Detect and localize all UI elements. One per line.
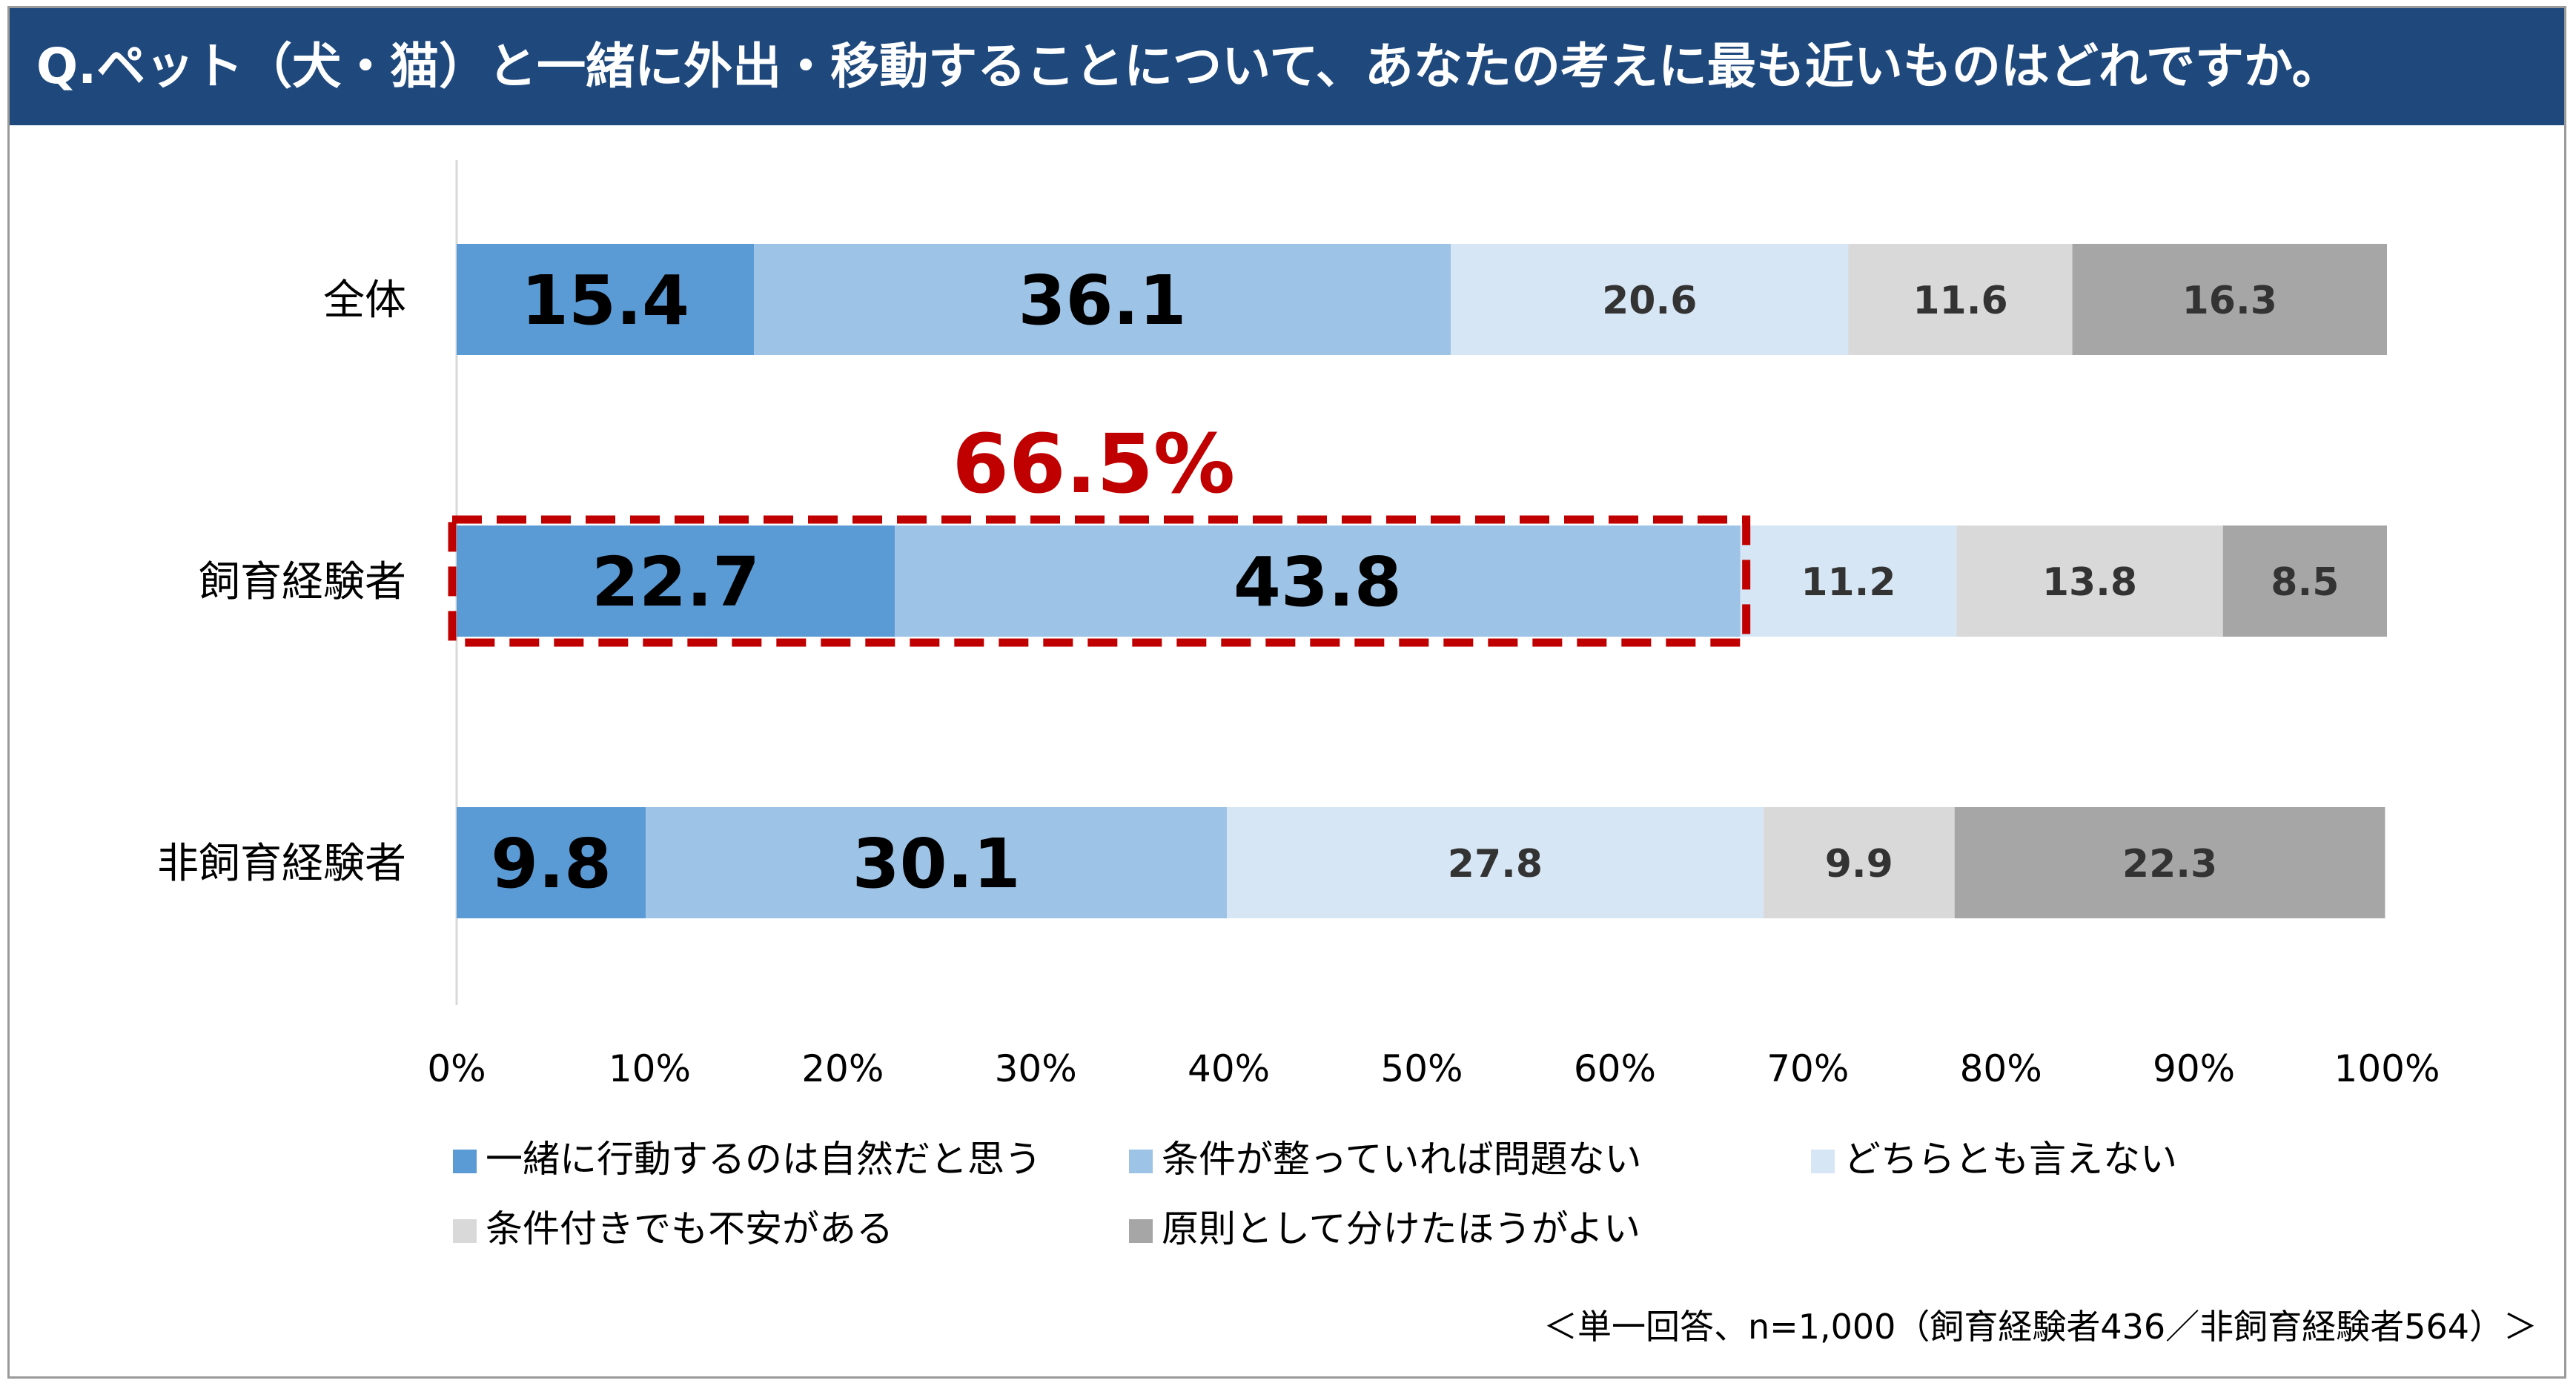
data-label: 22.7 bbox=[592, 543, 760, 622]
bar-segment bbox=[1451, 244, 1849, 355]
bar-segment bbox=[2072, 244, 2387, 355]
highlight-dashed-box bbox=[448, 515, 1751, 647]
bar-segment bbox=[2222, 525, 2387, 637]
legend-label: どちらとも言えない bbox=[1844, 1138, 2177, 1181]
x-tick-label: 80% bbox=[1960, 1047, 2042, 1090]
bar-segment bbox=[1763, 807, 1955, 918]
category-label: 非飼育経験者 bbox=[157, 840, 406, 888]
legend-swatch bbox=[453, 1150, 477, 1173]
category-label: 飼育経験者 bbox=[199, 558, 406, 606]
data-label: 22.3 bbox=[2122, 842, 2217, 886]
data-label: 9.8 bbox=[491, 824, 612, 903]
bar-segment bbox=[1740, 525, 1957, 637]
legend-label: 一緒に行動するのは自然だと思う bbox=[486, 1138, 1042, 1181]
bar-segment bbox=[1954, 807, 2385, 918]
bar-segment bbox=[457, 525, 895, 637]
x-tick-label: 50% bbox=[1380, 1047, 1463, 1090]
bar-segment bbox=[754, 244, 1451, 355]
data-label: 8.5 bbox=[2271, 560, 2339, 605]
legend-swatch bbox=[1811, 1150, 1835, 1173]
legend-swatch bbox=[1129, 1150, 1153, 1173]
bar-segment bbox=[895, 525, 1741, 637]
legend-label: 原則として分けたほうがよい bbox=[1162, 1207, 1640, 1250]
x-tick-label: 40% bbox=[1188, 1047, 1270, 1090]
x-tick-label: 0% bbox=[427, 1047, 486, 1090]
legend-label: 条件付きでも不安がある bbox=[486, 1207, 893, 1250]
data-label: 43.8 bbox=[1234, 543, 1402, 622]
x-tick-label: 100% bbox=[2334, 1047, 2440, 1090]
bar-segment bbox=[1956, 525, 2223, 637]
bar-segment bbox=[457, 244, 755, 355]
bar-segment bbox=[646, 807, 1227, 918]
question-title: Q.ペット（犬・猫）と一緒に外出・移動することについて、あなたの考えに最も近いも… bbox=[10, 8, 2564, 125]
x-tick-label: 70% bbox=[1767, 1047, 1849, 1090]
bar-segment bbox=[1848, 244, 2073, 355]
legend-swatch bbox=[1129, 1219, 1153, 1243]
sample-size-note: ＜単一回答、n=1,000（飼育経験者436／非飼育経験者564）＞ bbox=[1543, 1307, 2537, 1347]
data-label: 15.4 bbox=[521, 261, 689, 340]
data-label: 20.6 bbox=[1602, 279, 1697, 323]
stacked-bar-chart: 全体 15.4 36.1 20.6 11.6 16.3 飼育経験者 22.7 43.8 11.2 1… bbox=[157, 160, 2537, 1347]
x-tick-label: 60% bbox=[1574, 1047, 1656, 1090]
data-label: 9.9 bbox=[1825, 842, 1893, 886]
x-tick-label: 20% bbox=[801, 1047, 884, 1090]
chart-frame: Q.ペット（犬・猫）と一緒に外出・移動することについて、あなたの考えに最も近いも… bbox=[7, 6, 2566, 1379]
x-tick-label: 10% bbox=[609, 1047, 691, 1090]
x-tick-label: 30% bbox=[995, 1047, 1077, 1090]
data-label: 27.8 bbox=[1448, 842, 1543, 886]
data-label: 36.1 bbox=[1019, 261, 1187, 340]
data-label: 16.3 bbox=[2182, 279, 2277, 323]
x-tick-label: 90% bbox=[2153, 1047, 2235, 1090]
legend-label: 条件が整っていれば問題ない bbox=[1162, 1138, 1642, 1181]
data-label: 13.8 bbox=[2042, 560, 2137, 605]
legend-swatch bbox=[453, 1219, 477, 1243]
annotation-label: 66.5% bbox=[953, 417, 1236, 511]
data-label: 11.2 bbox=[1801, 560, 1895, 605]
data-label: 30.1 bbox=[852, 824, 1021, 903]
bar-segment bbox=[457, 807, 646, 918]
bar-segment bbox=[1226, 807, 1764, 918]
category-label: 全体 bbox=[323, 276, 406, 325]
data-label: 11.6 bbox=[1913, 279, 2007, 323]
